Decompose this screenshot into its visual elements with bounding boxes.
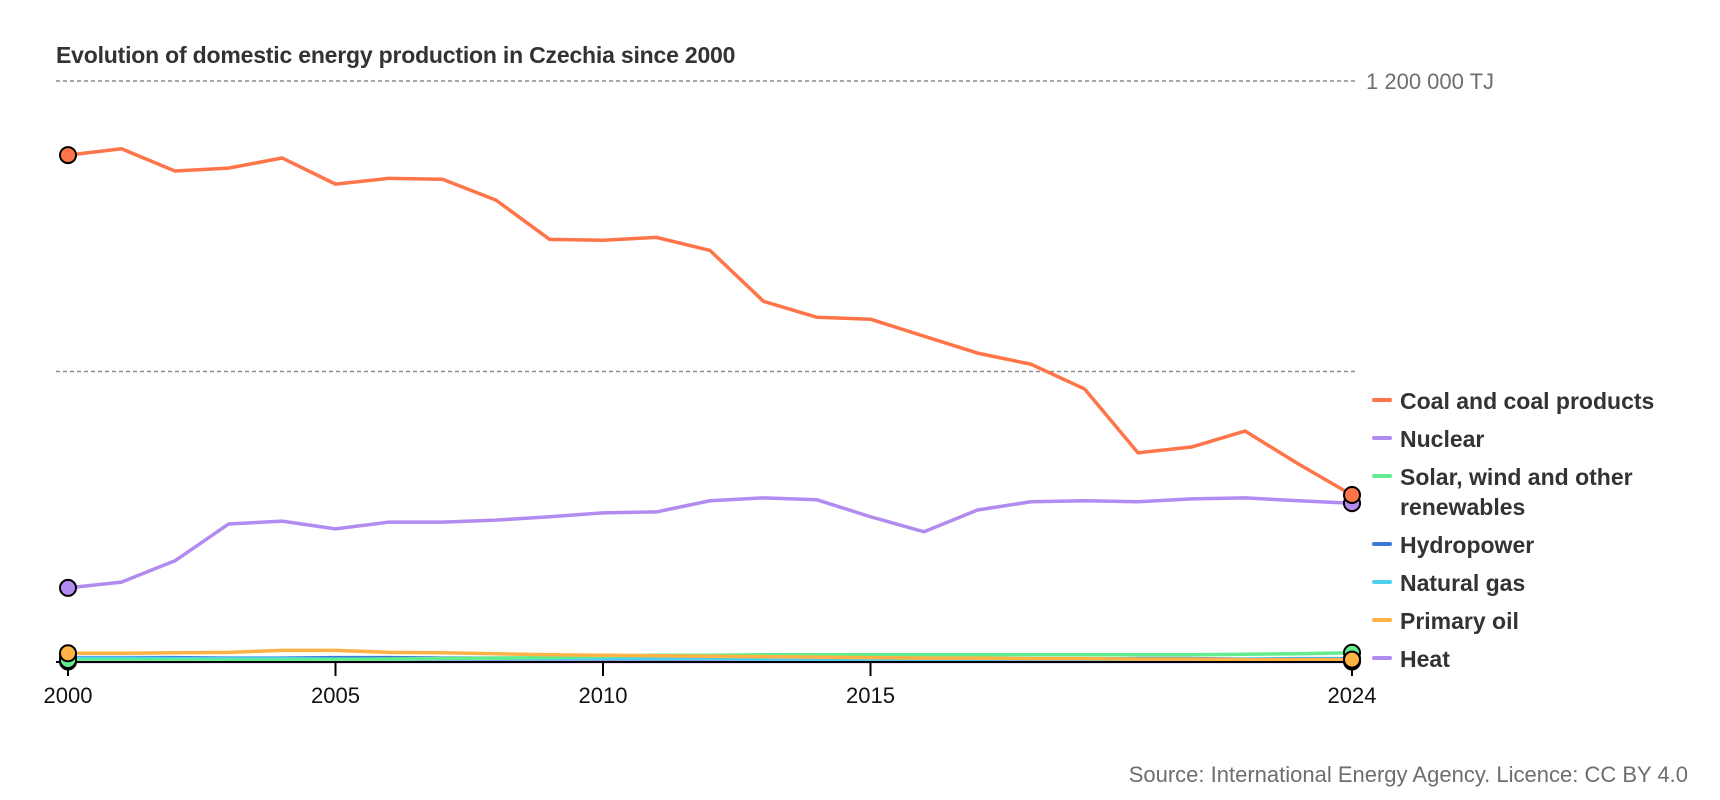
x-tick-label: 2015 — [846, 683, 895, 708]
series-lines — [66, 147, 1354, 664]
legend-label: Natural gas — [1400, 570, 1526, 596]
legend-label: Coal and coal products — [1400, 388, 1655, 414]
chart-title: Evolution of domestic energy production … — [56, 42, 736, 68]
series-line-primary-oil — [66, 648, 1354, 662]
legend-item: Hydropower — [1372, 530, 1712, 560]
legend-item: Coal and coal products — [1372, 386, 1712, 416]
x-tick-label: 2005 — [311, 683, 360, 708]
legend-item: Natural gas — [1372, 568, 1712, 598]
legend-swatch — [1372, 580, 1392, 584]
legend-label: Hydropower — [1400, 532, 1535, 558]
legend-label: Solar, wind and other renewables — [1400, 464, 1633, 520]
series-line-coal-and-coal-products — [66, 147, 1354, 497]
endpoint-marker-nuclear — [59, 578, 77, 597]
series-line-nuclear — [66, 496, 1354, 590]
gridlines: 1 200 000 TJ — [56, 69, 1494, 373]
legend-item: Heat — [1372, 644, 1712, 674]
endpoint-marker-coal-and-coal-products — [59, 146, 77, 165]
legend-label: Nuclear — [1400, 426, 1485, 452]
gridline-label: 1 200 000 TJ — [1366, 69, 1494, 94]
legend-swatch — [1372, 618, 1392, 622]
endpoint-markers — [59, 146, 1361, 671]
legend-swatch — [1372, 474, 1392, 478]
x-tick-label: 2010 — [579, 683, 628, 708]
x-tick-label: 2000 — [44, 683, 93, 708]
legend-item: Nuclear — [1372, 424, 1712, 454]
endpoint-marker-coal-and-coal-products — [1343, 485, 1361, 504]
legend-swatch — [1372, 436, 1392, 440]
legend: Coal and coal products Nuclear Solar, wind… — [1372, 386, 1712, 682]
legend-label: Heat — [1400, 646, 1450, 672]
legend-swatch — [1372, 398, 1392, 402]
x-tick-label: 2024 — [1328, 683, 1377, 708]
endpoint-marker-primary-oil — [1343, 650, 1361, 669]
legend-item: Primary oil — [1372, 606, 1712, 636]
endpoint-marker-primary-oil — [59, 644, 77, 663]
legend-label: Primary oil — [1400, 608, 1519, 634]
legend-swatch — [1372, 542, 1392, 546]
legend-item: Solar, wind and other renewables — [1372, 462, 1712, 522]
legend-swatch — [1372, 656, 1392, 660]
x-axis: 2000 2005 2010 2015 2024 — [44, 661, 1377, 708]
source-note: Source: International Energy Agency. Lic… — [1128, 762, 1688, 787]
